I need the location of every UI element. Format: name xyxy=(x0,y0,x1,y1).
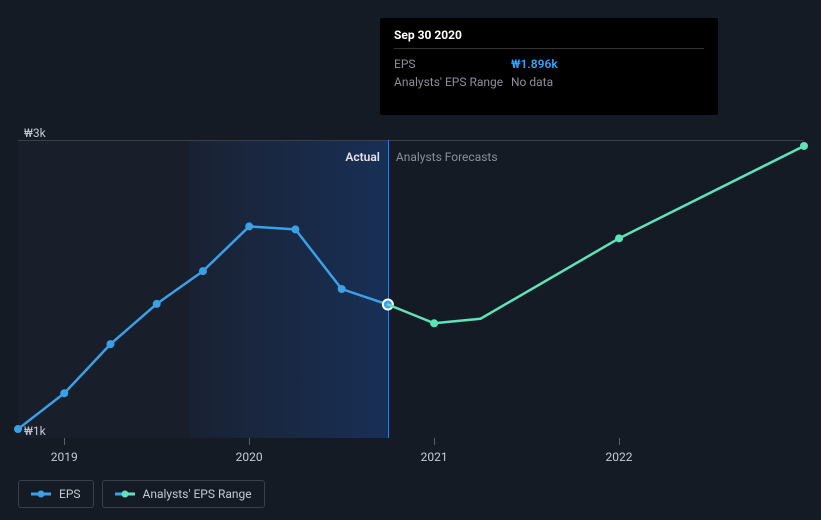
tooltip-row-range: Analysts' EPS Range No data xyxy=(394,73,704,91)
x-tick-label: 2021 xyxy=(421,450,448,464)
tooltip-value: No data xyxy=(511,75,553,89)
x-axis: 2019 2020 2021 2022 xyxy=(18,438,804,468)
tooltip-value: ₩1.896k xyxy=(511,57,558,71)
x-tick-label: 2019 xyxy=(51,450,78,464)
hover-tooltip: Sep 30 2020 EPS ₩1.896k Analysts' EPS Ra… xyxy=(380,18,718,115)
tooltip-key: EPS xyxy=(394,57,511,71)
legend-item-range[interactable]: Analysts' EPS Range xyxy=(102,480,265,508)
legend-item-eps[interactable]: EPS xyxy=(18,480,94,508)
y-tick-label: ₩1k xyxy=(24,424,46,438)
x-tick-label: 2022 xyxy=(606,450,633,464)
y-tick-label: ₩3k xyxy=(24,126,46,140)
tooltip-key: Analysts' EPS Range xyxy=(394,75,511,89)
legend-label: EPS xyxy=(59,487,81,501)
chart-svg xyxy=(18,140,804,438)
tooltip-row-eps: EPS ₩1.896k xyxy=(394,55,704,73)
plot-area[interactable]: Actual Analysts Forecasts xyxy=(18,140,804,438)
x-tick-label: 2020 xyxy=(236,450,263,464)
legend-swatch xyxy=(31,489,51,499)
tooltip-date: Sep 30 2020 xyxy=(394,28,704,49)
legend-swatch xyxy=(115,489,135,499)
legend: EPS Analysts' EPS Range xyxy=(18,480,265,508)
legend-label: Analysts' EPS Range xyxy=(143,487,252,501)
